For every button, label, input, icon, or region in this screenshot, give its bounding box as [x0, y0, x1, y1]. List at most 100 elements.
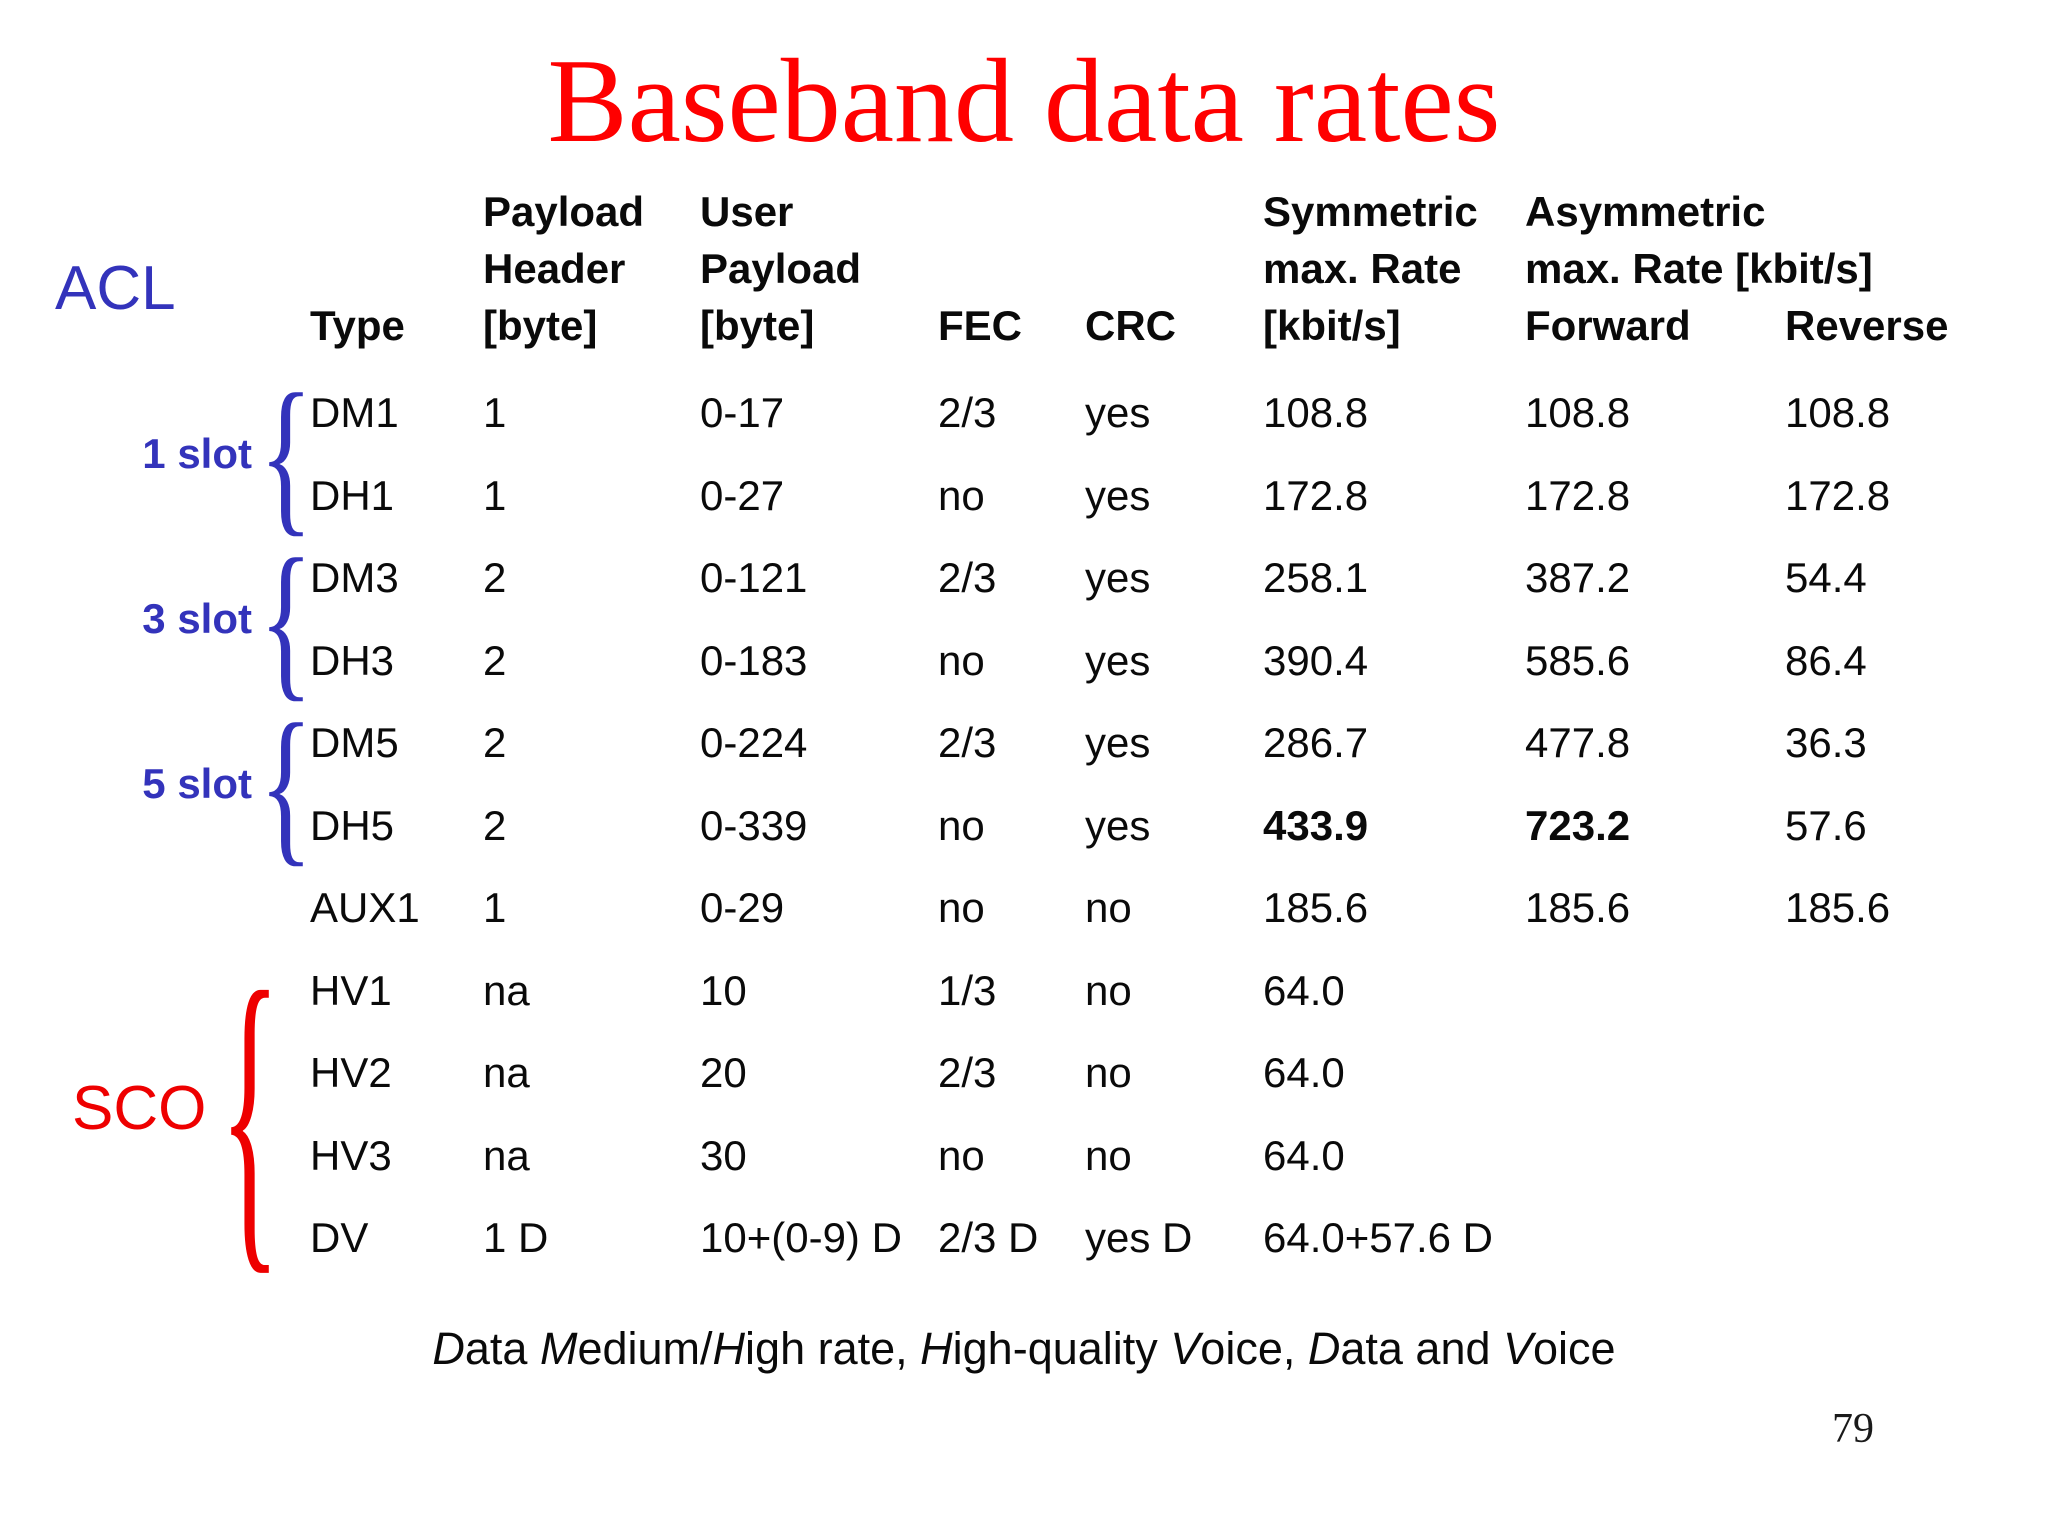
- cell-user-payload: 20: [700, 1049, 747, 1097]
- table-header-line1: Payload User Symmetric Asymmetric: [310, 183, 2018, 240]
- cell-type: DM5: [310, 719, 399, 767]
- cell-payload-header: 1: [483, 471, 507, 519]
- cell-user-payload: 10+(0-9) D: [700, 1214, 902, 1262]
- table-row: HV2 na 20 2/3 no 64.0: [310, 1032, 2018, 1115]
- footnote-segment: ata: [464, 1323, 540, 1374]
- cell-fec: no: [938, 636, 985, 684]
- cell-forward-rate: 172.8: [1525, 471, 1631, 519]
- brace-5slot: {: [259, 688, 313, 882]
- table-header-line2: Header Payload max. Rate max. Rate [kbit…: [310, 240, 2018, 297]
- cell-crc: no: [1085, 884, 1132, 932]
- cell-payload-header: 2: [483, 636, 507, 684]
- cell-crc: yes: [1085, 389, 1151, 437]
- cell-payload-header: 1: [483, 884, 507, 932]
- brace-sco: {: [219, 922, 281, 1302]
- header-payload-header: Payload: [483, 188, 645, 235]
- footnote-segment: M: [539, 1323, 578, 1374]
- cell-reverse-rate: 54.4: [1785, 554, 1867, 602]
- cell-user-payload: 30: [700, 1131, 747, 1179]
- slot-label-3: 3 slot: [142, 595, 252, 642]
- header-asymmetric: max. Rate [kbit/s]: [1525, 245, 1873, 292]
- cell-symmetric-rate: 390.4: [1263, 636, 1369, 684]
- cell-reverse-rate: 108.8: [1785, 389, 1891, 437]
- header-type: Type: [310, 302, 405, 349]
- acl-group-label: ACL: [55, 254, 176, 323]
- cell-crc: no: [1085, 1131, 1132, 1179]
- cell-symmetric-rate: 64.0+57.6 D: [1263, 1214, 1494, 1262]
- cell-user-payload: 10: [700, 966, 747, 1014]
- cell-fec: 2/3: [938, 719, 997, 767]
- cell-type: HV2: [310, 1049, 392, 1097]
- cell-crc: yes: [1085, 554, 1151, 602]
- header-symmetric-unit: [kbit/s]: [1263, 302, 1401, 349]
- table-body: DM1 1 0-17 2/3 yes 108.8 108.8 108.8 DH1…: [310, 372, 2018, 1280]
- header-symmetric: Symmetric: [1263, 188, 1478, 235]
- slot-label-1: 1 slot: [142, 430, 252, 477]
- table-row: DH1 1 0-27 no yes 172.8 172.8 172.8: [310, 455, 2018, 538]
- cell-type: DH1: [310, 471, 395, 519]
- cell-symmetric-rate: 185.6: [1263, 884, 1369, 932]
- cell-user-payload: 0-29: [700, 884, 785, 932]
- footnote-segment: oice: [1533, 1323, 1616, 1374]
- cell-crc: yes: [1085, 801, 1151, 849]
- cell-crc: no: [1085, 1049, 1132, 1097]
- cell-symmetric-rate: 172.8: [1263, 471, 1369, 519]
- cell-user-payload: 0-27: [700, 471, 785, 519]
- cell-payload-header: na: [483, 966, 530, 1014]
- slot-label-5: 5 slot: [142, 760, 252, 807]
- cell-type: HV1: [310, 966, 392, 1014]
- cell-type: HV3: [310, 1131, 392, 1179]
- footnote-segment: V: [1503, 1323, 1534, 1374]
- header-fec: FEC: [938, 302, 1022, 349]
- page-number: 79: [1832, 1406, 1874, 1452]
- footnote-segment: D: [432, 1323, 465, 1374]
- cell-reverse-rate: 172.8: [1785, 471, 1891, 519]
- cell-forward-rate: 108.8: [1525, 389, 1631, 437]
- cell-crc: yes: [1085, 719, 1151, 767]
- table-row: HV1 na 10 1/3 no 64.0: [310, 950, 2018, 1033]
- header-asymmetric: Asymmetric: [1525, 188, 1766, 235]
- header-payload-header: Header: [483, 245, 626, 292]
- cell-type: DV: [310, 1214, 369, 1262]
- cell-fec: 2/3 D: [938, 1214, 1039, 1262]
- page-title: Baseband data rates: [547, 34, 1501, 167]
- footnote: Data Medium/High rate, High-quality Voic…: [0, 1322, 2048, 1376]
- header-forward: Forward: [1525, 302, 1691, 349]
- cell-reverse-rate: 86.4: [1785, 636, 1867, 684]
- cell-crc: yes: [1085, 636, 1151, 684]
- cell-type: AUX1: [310, 884, 420, 932]
- cell-user-payload: 0-224: [700, 719, 808, 767]
- cell-type: DH3: [310, 636, 395, 684]
- header-payload-header-unit: [byte]: [483, 302, 598, 349]
- cell-payload-header: 2: [483, 554, 507, 602]
- cell-payload-header: 1 D: [483, 1214, 549, 1262]
- table-row: HV3 na 30 no no 64.0: [310, 1115, 2018, 1198]
- cell-fec: no: [938, 471, 985, 519]
- cell-symmetric-rate: 433.9: [1263, 801, 1369, 849]
- footnote-segment: H: [920, 1323, 953, 1374]
- cell-reverse-rate: 36.3: [1785, 719, 1867, 767]
- footnote-segment: ata and: [1340, 1323, 1504, 1374]
- cell-user-payload: 0-17: [700, 389, 785, 437]
- table-row: DM3 2 0-121 2/3 yes 258.1 387.2 54.4: [310, 537, 2018, 620]
- cell-type: DM3: [310, 554, 399, 602]
- table-row: DH5 2 0-339 no yes 433.9 723.2 57.6: [310, 785, 2018, 868]
- cell-crc: yes: [1085, 471, 1151, 519]
- header-user-payload: User: [700, 188, 794, 235]
- cell-payload-header: na: [483, 1131, 530, 1179]
- cell-payload-header: 2: [483, 801, 507, 849]
- cell-fec: 1/3: [938, 966, 997, 1014]
- cell-type: DH5: [310, 801, 395, 849]
- cell-symmetric-rate: 64.0: [1263, 966, 1345, 1014]
- table-header-line3: Type [byte] [byte] FEC CRC [kbit/s] Forw…: [310, 297, 2018, 354]
- cell-fec: 2/3: [938, 554, 997, 602]
- footnote-segment: edium/: [577, 1323, 713, 1374]
- cell-crc: yes D: [1085, 1214, 1193, 1262]
- cell-payload-header: 2: [483, 719, 507, 767]
- cell-forward-rate: 585.6: [1525, 636, 1631, 684]
- brace-1slot: {: [259, 358, 313, 552]
- cell-user-payload: 0-183: [700, 636, 808, 684]
- table-row: DH3 2 0-183 no yes 390.4 585.6 86.4: [310, 620, 2018, 703]
- footnote-segment: V: [1170, 1323, 1201, 1374]
